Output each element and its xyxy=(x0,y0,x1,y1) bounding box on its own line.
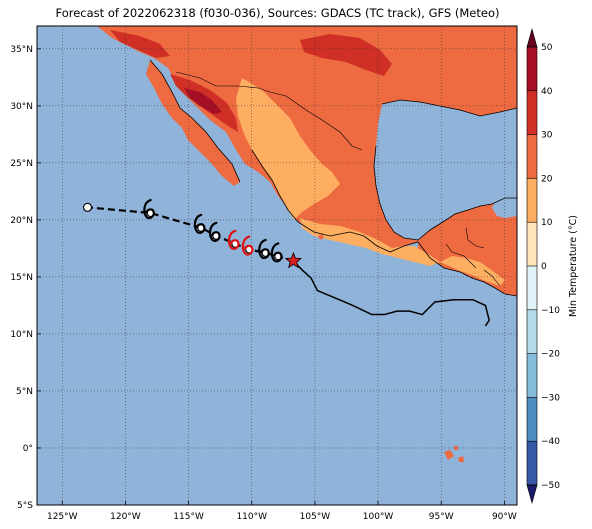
lon-tick-label: 125°W xyxy=(47,512,78,522)
colorbar-segment xyxy=(527,441,537,486)
cyclone-symbol-icon xyxy=(208,221,221,242)
colorbar-tick-label: 40 xyxy=(541,87,553,97)
axis-labels: 35°N 30°N 25°N 20°N 15°N 10°N 5°N 0° 5°S 125°W 120… xyxy=(10,45,517,522)
lat-tick-label: 10°N xyxy=(10,330,33,340)
lon-tick-label: 115°W xyxy=(173,512,204,522)
lon-tick-label: 105°W xyxy=(300,512,331,522)
cyclone-symbol-icon xyxy=(270,242,283,263)
colorbar-top-arrow xyxy=(526,27,538,48)
central-america-borders xyxy=(445,227,501,287)
lat-tick-label: 20°N xyxy=(10,216,33,226)
hot-east-coast xyxy=(110,30,170,58)
colorbar-segment xyxy=(527,353,537,398)
colorbar-segment xyxy=(527,397,537,442)
colorbar: 50 40 30 20 10 0 −10 −20 −30 −40 −50 Min Temperatur… xyxy=(526,27,579,505)
lat-tick-label: 5°N xyxy=(16,387,33,397)
pacific-coastline xyxy=(149,59,517,297)
galapagos-islands xyxy=(444,446,464,462)
lat-tick-label: 35°N xyxy=(10,45,33,55)
current-position-star-icon xyxy=(284,251,303,269)
lat-tick-label: 30°N xyxy=(10,102,33,112)
desert-north xyxy=(300,34,392,76)
colorbar-tick-label: 50 xyxy=(541,43,553,53)
graticule xyxy=(37,26,517,505)
cyclone-symbol-icon xyxy=(258,238,270,260)
lon-tick-label: 120°W xyxy=(110,512,141,522)
track-end-point xyxy=(82,202,93,212)
lat-tick-label: 15°N xyxy=(10,273,33,283)
map-frame xyxy=(36,25,518,506)
highlands-south xyxy=(300,218,440,266)
colorbar-tick-label: −50 xyxy=(541,481,560,491)
colorbar-tick-label: 20 xyxy=(541,174,553,184)
lon-tick-label: 100°W xyxy=(363,512,394,522)
colorbar-segment xyxy=(527,178,537,223)
highlands-guatemala xyxy=(440,256,505,286)
colorbar-tick-label: −10 xyxy=(541,306,560,316)
colorbar-tick-label: 0 xyxy=(541,262,547,272)
storm-track xyxy=(82,198,491,327)
colorbar-tick-label: 10 xyxy=(541,218,553,228)
past-track-line xyxy=(292,260,491,327)
us-mexico-border xyxy=(175,71,363,151)
lat-tick-label: 25°N xyxy=(10,159,33,169)
colorbar-tick-label: −30 xyxy=(541,393,560,403)
highlands-warm xyxy=(236,78,340,220)
colorbar-segment xyxy=(527,134,537,179)
extreme-spot xyxy=(184,88,222,114)
cyclone-symbol-icon xyxy=(227,229,240,250)
colorbar-segment xyxy=(527,309,537,355)
cyclone-symbol-icon xyxy=(241,235,254,256)
colorbar-tick-label: 30 xyxy=(541,131,553,141)
colorbar-segment xyxy=(527,222,537,267)
lon-tick-label: 95°W xyxy=(429,512,454,522)
colorbar-segment xyxy=(527,266,537,311)
gulf-of-mexico xyxy=(374,100,517,240)
revillagigedo-island xyxy=(318,234,324,240)
map-title: Forecast of 2022062318 (f030-036), Sourc… xyxy=(55,6,500,20)
lon-tick-label: 90°W xyxy=(492,512,517,522)
colorbar-bottom-arrow xyxy=(526,484,538,505)
land-baja-california xyxy=(146,60,240,186)
colorbar-label: Min Temperature (°C) xyxy=(568,215,579,317)
cyclone-symbol-icon xyxy=(193,213,206,234)
colorbar-tick-label: −20 xyxy=(541,350,560,360)
colorbar-tick-label: −40 xyxy=(541,437,560,447)
land-florida xyxy=(500,92,517,110)
colorbar-segment xyxy=(527,90,537,136)
lon-tick-label: 110°W xyxy=(236,512,267,522)
colorbar-segment xyxy=(527,47,537,92)
cyclone-symbol-icon xyxy=(143,198,155,220)
lat-tick-label: 5°S xyxy=(17,501,33,511)
lat-tick-label: 0° xyxy=(23,444,33,454)
